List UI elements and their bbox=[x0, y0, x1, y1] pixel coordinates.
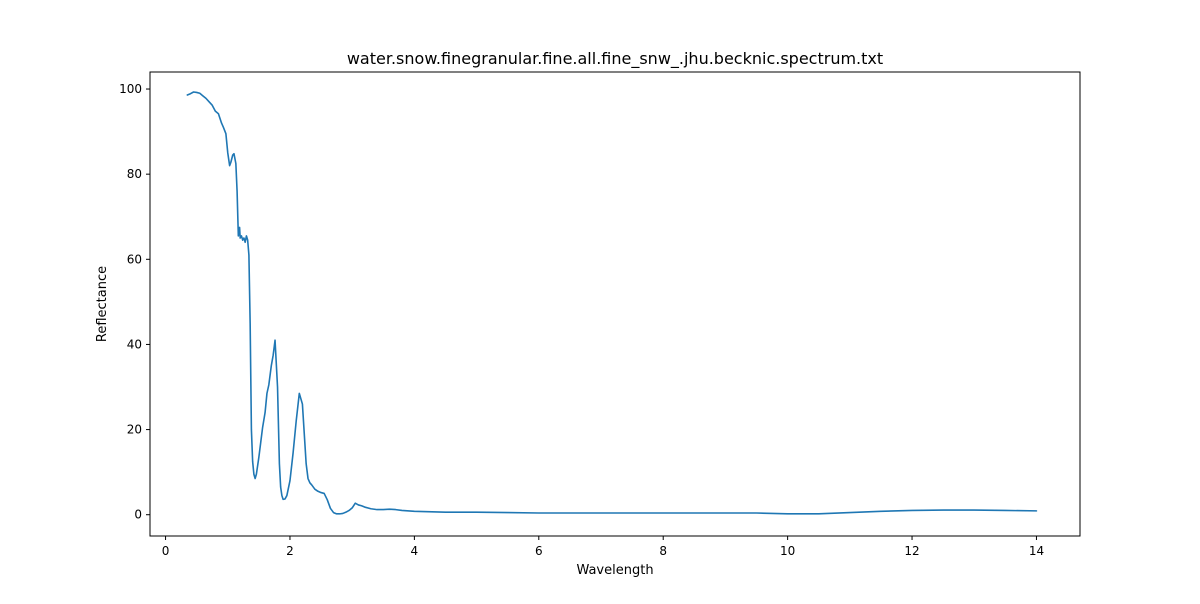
x-tick-label: 2 bbox=[286, 544, 294, 558]
x-tick-label: 6 bbox=[535, 544, 543, 558]
x-axis-ticks: 0 2 4 6 8 10 12 14 bbox=[162, 536, 1044, 558]
x-tick-label: 10 bbox=[780, 544, 795, 558]
y-tick-label: 60 bbox=[127, 252, 142, 266]
y-tick-label: 0 bbox=[134, 508, 142, 522]
y-axis-label: Reflectance bbox=[95, 266, 110, 342]
y-tick-label: 20 bbox=[127, 423, 142, 437]
chart-title: water.snow.finegranular.fine.all.fine_sn… bbox=[347, 49, 883, 69]
series-line-0 bbox=[186, 91, 1038, 515]
plot-frame bbox=[149, 71, 1081, 537]
x-tick-label: 4 bbox=[411, 544, 419, 558]
y-axis-ticks: 0 20 40 60 80 100 bbox=[119, 82, 150, 522]
x-tick-label: 14 bbox=[1029, 544, 1044, 558]
x-tick-label: 8 bbox=[659, 544, 667, 558]
series-layer bbox=[186, 91, 1038, 515]
plot-area bbox=[150, 72, 1080, 536]
x-tick-label: 0 bbox=[162, 544, 170, 558]
x-tick-label: 12 bbox=[904, 544, 919, 558]
y-tick-label: 100 bbox=[119, 82, 142, 96]
y-tick-label: 80 bbox=[127, 167, 142, 181]
y-tick-label: 40 bbox=[127, 337, 142, 351]
x-axis-label: Wavelength bbox=[576, 563, 653, 578]
